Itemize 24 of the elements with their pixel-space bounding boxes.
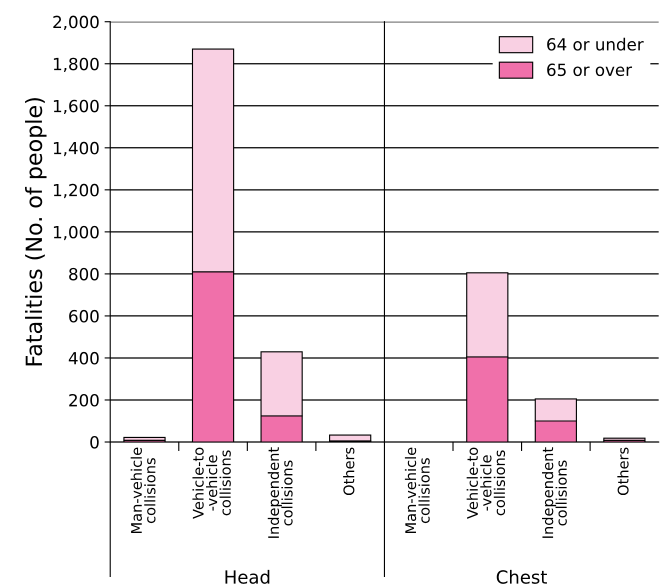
x-tick-label: Vehicle-to -vehicle collisions [466,448,506,519]
y-tick-label: 2,000 [53,16,99,30]
legend-label: 65 or over [547,63,632,76]
x-tick-label: Independent collisions [268,447,293,538]
x-tick-label: Man-vehicle collisions [404,448,430,534]
y-tick-label: 200 [69,394,99,407]
y-tick-label: 800 [69,268,99,280]
y-tick-label: 0 [90,436,99,449]
x-axis-title: Chest [496,570,547,584]
x-tick-label: Man-vehicle collisions [130,448,156,534]
x-tick-label: Others [617,448,629,496]
y-tick-label: 1,200 [54,184,99,198]
y-tick-label: 600 [69,310,99,322]
x-tick-label: Vehicle-to -vehicle collisions [192,448,231,519]
x-tick-label: Others [343,448,354,496]
x-tick-label: Independent collisions [542,447,567,538]
x-axis-title: Head [226,570,270,584]
legend-label: 64 or under [547,38,644,51]
y-tick-label: 1,800 [54,58,99,72]
y-tick-label: 1,600 [54,100,99,114]
y-tick-label: 1,400 [54,142,99,156]
y-tick-label: 1,000 [54,226,99,240]
y-tick-label: 400 [68,352,99,365]
y-axis-title: Fatalities (No. of people) [25,98,47,366]
